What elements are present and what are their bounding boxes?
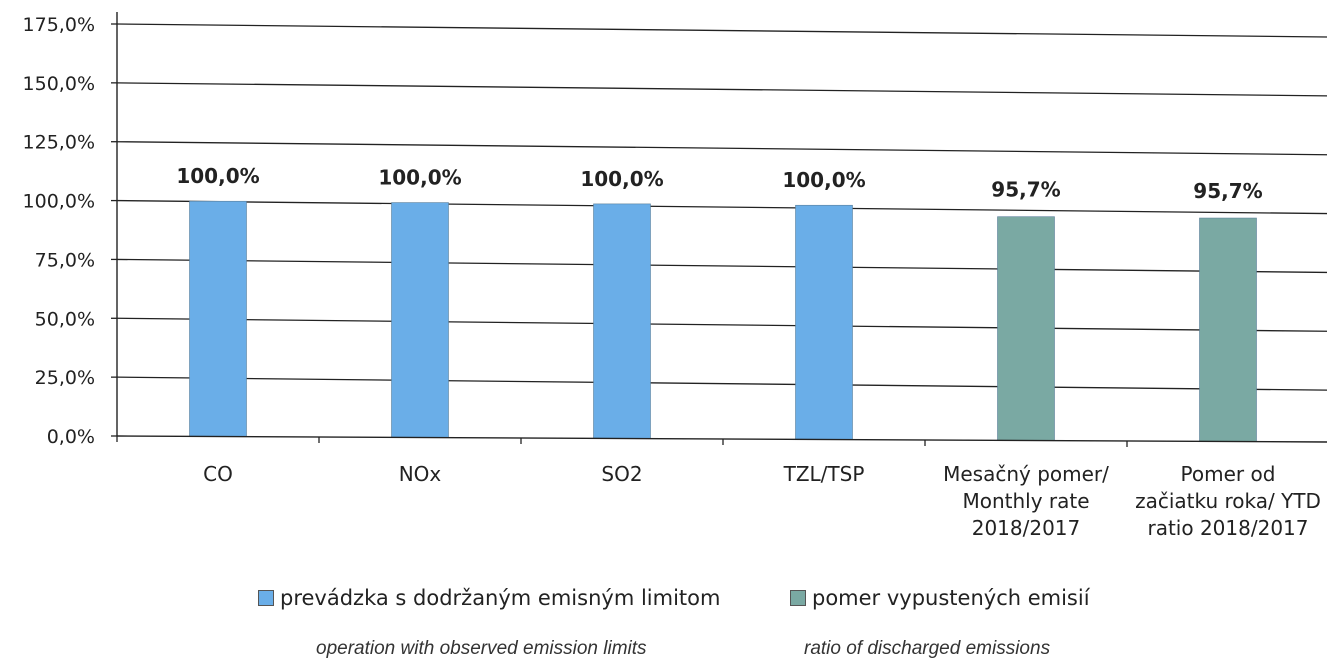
- data-label: 100,0%: [580, 167, 663, 191]
- gridline: [116, 199, 1327, 215]
- x-category-label: TZL/TSP: [783, 462, 865, 486]
- x-category-label: Mesačný pomer/: [943, 462, 1109, 486]
- x-category-label: začiatku roka/ YTD: [1135, 489, 1321, 513]
- x-category-label: ratio 2018/2017: [1147, 516, 1308, 540]
- bar-pomer-od: [1199, 217, 1257, 442]
- data-label: 100,0%: [176, 164, 259, 188]
- x-category-label: SO2: [601, 462, 642, 486]
- gridlines: [116, 23, 1327, 391]
- legend-sub-operation: operation with observed emission limits: [316, 638, 647, 659]
- data-label-bg: [982, 174, 1070, 205]
- data-label: 95,7%: [991, 178, 1060, 202]
- bar-so2: [593, 203, 651, 439]
- bars: [189, 200, 1257, 442]
- legend-label-operation: prevádzka s dodržaným emisným limitom: [280, 586, 721, 610]
- gridline: [116, 317, 1327, 332]
- axes: [111, 12, 1327, 448]
- x-category-label: NOx: [399, 462, 442, 486]
- data-label-bg: [1184, 176, 1272, 207]
- gridline: [116, 23, 1327, 38]
- y-tick-label: 75,0%: [35, 249, 95, 271]
- gridline: [116, 82, 1327, 97]
- gridline: [116, 258, 1327, 274]
- y-tick-label: 25,0%: [35, 367, 95, 389]
- gridline: [116, 141, 1327, 156]
- legend-item-operation: prevádzka s dodržaným emisným limitom: [258, 586, 720, 610]
- data-label: 100,0%: [378, 166, 461, 190]
- y-tick-label: 0,0%: [47, 426, 95, 448]
- data-label: 95,7%: [1193, 179, 1262, 203]
- x-category-label: Monthly rate: [962, 489, 1089, 513]
- y-tick-label: 125,0%: [23, 132, 95, 154]
- x-axis-line: [116, 435, 1327, 443]
- bar-co: [189, 200, 247, 437]
- legend-label-ratio: pomer vypustených emisií: [812, 586, 1090, 610]
- legend-sub-ratio: ratio of discharged emissions: [804, 638, 1051, 659]
- x-category-label: Pomer od: [1181, 462, 1276, 486]
- gridline: [116, 376, 1327, 391]
- legend-swatch-ratio: [790, 590, 806, 606]
- y-tick-label: 150,0%: [23, 73, 95, 95]
- bar-mesa-n-pomer-: [997, 216, 1055, 441]
- x-category-label: CO: [203, 462, 233, 486]
- legend-item-ratio: pomer vypustených emisií: [790, 586, 1090, 610]
- x-category-label: 2018/2017: [972, 516, 1081, 540]
- y-tick-label: 100,0%: [23, 191, 95, 213]
- bar-tzl-tsp: [795, 204, 853, 440]
- bar-nox: [391, 202, 449, 438]
- y-tick-label: 50,0%: [35, 308, 95, 330]
- labels: 0,0% 25,0% 50,0% 75,0% 100,0% 125,0% 150,0% 175…: [23, 14, 1321, 540]
- legend-swatch-operation: [258, 590, 274, 606]
- data-label: 100,0%: [782, 168, 865, 192]
- y-tick-label: 175,0%: [23, 14, 95, 36]
